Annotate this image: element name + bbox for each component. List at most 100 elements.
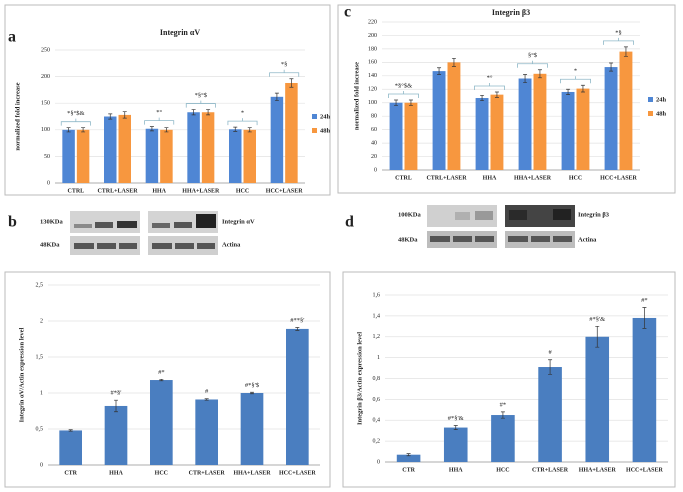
- y-tick-label: 220: [368, 19, 377, 25]
- y-tick-label: 0: [47, 180, 50, 186]
- y-axis-label: normalized fold increase: [14, 82, 21, 150]
- annotation: *: [241, 110, 244, 117]
- y-tick-label: 20: [371, 154, 377, 160]
- error-bar: [500, 411, 505, 419]
- error-bar: [191, 109, 196, 116]
- error-bar: [406, 453, 411, 457]
- x-tick-label: HHA+LASER: [182, 188, 220, 194]
- bar: [538, 367, 562, 462]
- annotation: #: [205, 388, 209, 395]
- error-bar: [68, 429, 73, 432]
- y-tick-label: 140: [368, 73, 377, 79]
- legend-swatch: [648, 111, 653, 116]
- bar: [286, 328, 309, 465]
- error-bar: [233, 126, 238, 132]
- x-tick-label: HHA: [449, 467, 463, 473]
- annotation: *§°$: [195, 92, 208, 99]
- bar: [490, 94, 504, 170]
- blot-size: 130KDa: [40, 218, 64, 225]
- annotation: #**§': [290, 317, 304, 324]
- y-tick-label: 250: [41, 47, 50, 53]
- y-tick-label: 120: [368, 87, 377, 93]
- error-bar: [122, 111, 127, 119]
- error-bar: [149, 126, 154, 132]
- blot-target: Integrin β3: [578, 211, 610, 218]
- bar: [104, 405, 128, 465]
- error-bar: [480, 94, 485, 102]
- y-tick-label: 150: [41, 101, 50, 107]
- y-axis-label: normalized fold increase: [353, 62, 360, 130]
- annotation: #*: [158, 369, 165, 376]
- y-tick-label: 0: [377, 459, 380, 465]
- error-bar: [394, 99, 399, 106]
- bar: [443, 427, 468, 462]
- blot-target: Integrin αV: [222, 218, 255, 225]
- x-tick-label: HHA+LASER: [579, 467, 617, 473]
- error-bar: [437, 67, 442, 75]
- x-tick-label: HHA: [483, 175, 497, 181]
- panel-label: d: [345, 214, 354, 231]
- bar: [62, 129, 75, 183]
- annotation: *§°$&: [395, 83, 412, 90]
- annotation: *°: [487, 74, 493, 81]
- bar: [632, 317, 657, 462]
- x-tick-label: CTR: [402, 467, 415, 473]
- annotation: #*§': [111, 390, 122, 397]
- bar: [243, 129, 256, 183]
- y-tick-label: 1,6: [373, 292, 381, 298]
- y-tick-label: 0,4: [373, 418, 381, 424]
- chart-title: Integrin αV: [160, 28, 200, 37]
- x-tick-label: CTRL: [67, 188, 84, 194]
- x-tick-label: HCC+LASER: [626, 467, 663, 473]
- bar: [533, 73, 547, 170]
- annotation: *§°$&: [67, 110, 84, 117]
- x-tick-label: HCC: [155, 470, 168, 476]
- bar: [150, 380, 173, 465]
- error-bar: [81, 127, 86, 133]
- error-bar: [295, 327, 300, 331]
- x-tick-label: CTR+LASER: [532, 467, 569, 473]
- bar: [389, 102, 403, 170]
- error-bar: [453, 425, 458, 430]
- y-tick-label: 1: [40, 390, 43, 396]
- blot-size: 48KDa: [398, 236, 418, 243]
- bar: [447, 62, 461, 171]
- error-bar: [609, 62, 614, 72]
- annotation: #: [548, 349, 552, 356]
- y-tick-label: 0,8: [373, 376, 381, 382]
- y-tick-label: 0,2: [373, 439, 381, 445]
- x-tick-label: CTRL: [395, 175, 412, 181]
- bar: [201, 112, 215, 183]
- y-tick-label: 1,4: [373, 313, 381, 319]
- legend-swatch: [312, 114, 317, 119]
- bar: [561, 91, 575, 170]
- error-bar: [494, 91, 499, 98]
- error-bar: [623, 46, 628, 57]
- panel-frame: [4, 271, 331, 488]
- legend-swatch: [312, 128, 317, 133]
- error-bar: [642, 307, 647, 329]
- bar: [195, 399, 218, 465]
- x-tick-label: CTRL+LASER: [426, 175, 467, 181]
- annotation: *§: [281, 61, 288, 68]
- x-tick-label: CTRL+LASER: [97, 188, 138, 194]
- bar: [270, 96, 284, 183]
- y-axis-label: Integrin αV/Actin expression level: [18, 327, 25, 422]
- bar: [118, 114, 131, 183]
- error-bar: [580, 84, 585, 93]
- error-bar: [289, 78, 294, 88]
- bracket: [517, 60, 548, 68]
- error-bar: [537, 69, 542, 79]
- y-tick-label: 0: [40, 462, 43, 468]
- bar: [104, 116, 117, 183]
- y-axis-label: Integrin β3/Actin expression level: [356, 332, 363, 425]
- x-tick-label: HCC+LASER: [266, 188, 303, 194]
- legend-label: 24h: [320, 113, 331, 120]
- bar: [576, 88, 590, 170]
- blot-size: 48KDa: [40, 241, 60, 248]
- y-tick-label: 50: [44, 154, 50, 160]
- bar: [404, 102, 418, 170]
- y-tick-label: 1: [377, 355, 380, 361]
- bracket: [269, 69, 300, 77]
